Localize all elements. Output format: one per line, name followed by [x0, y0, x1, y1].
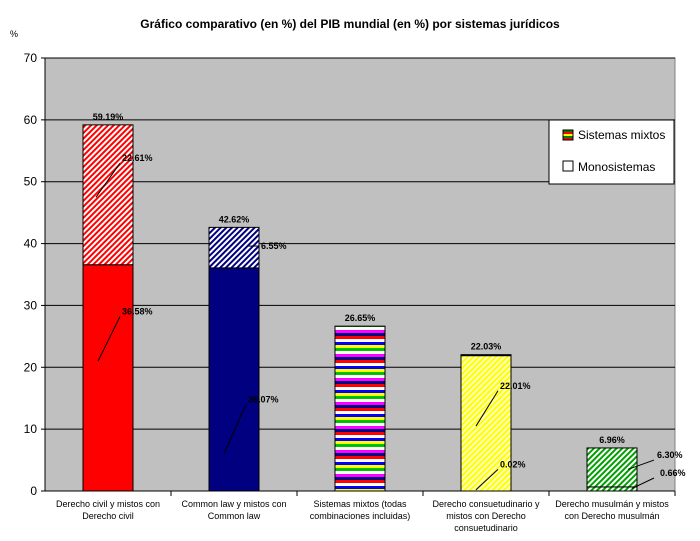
leader-mixed-3 [475, 468, 499, 491]
category-label-1-0: Common law y mistos con [181, 499, 286, 509]
leader-mixed-0 [95, 162, 121, 198]
ytick-label-3: 30 [24, 298, 38, 312]
bar-mono-3 [460, 354, 512, 492]
ytick-label-0: 0 [30, 484, 37, 498]
category-label-0-0: Derecho civil y mistos con [56, 499, 160, 509]
y-axis-mark: % [10, 29, 18, 39]
total-label-3: 22.03% [471, 342, 502, 352]
bar-mixed-3 [460, 354, 512, 357]
legend-label-mixed: Sistemas mixtos [578, 128, 665, 142]
legend-label-mono: Monosistemas [578, 160, 655, 174]
category-label-0-1: Derecho civil [82, 511, 134, 521]
category-label-3-1: mistos con Derecho [446, 511, 526, 521]
leader-mixed-4 [627, 459, 655, 470]
data-label-mixed-3: 0.02% [500, 459, 526, 469]
category-label-3-0: Derecho consuetudinario y [432, 499, 540, 509]
bar-mono-1 [208, 267, 260, 492]
chart-title: Gráfico comparativo (en %) del PIB mundi… [140, 17, 560, 31]
leader-mono-3 [475, 390, 499, 427]
leader-mono-4 [631, 477, 655, 489]
total-label-1: 42.62% [219, 214, 250, 224]
category-label-4-1: con Derecho musulmán [564, 511, 659, 521]
ytick-label-1: 10 [24, 422, 38, 436]
data-label-mixed-1: 6.55% [261, 241, 287, 251]
bar-mono-0 [82, 264, 134, 492]
category-label-2-1: combinaciones incluidas) [310, 511, 411, 521]
leader-mono-1 [223, 404, 247, 455]
bar-mixed-0 [82, 124, 134, 266]
total-label-0: 59.19% [93, 112, 124, 122]
data-label-mono-3: 22.01% [500, 381, 531, 391]
ytick-label-2: 20 [24, 360, 38, 374]
data-label-mono-0: 36.58% [122, 307, 153, 317]
leader-mono-0 [97, 316, 121, 362]
total-label-2: 26.65% [345, 313, 376, 323]
legend-swatch-mixed [562, 129, 574, 141]
total-label-4: 6.96% [599, 435, 625, 445]
category-label-1-1: Common law [208, 511, 261, 521]
bar-mixed-2 [334, 325, 386, 492]
ytick-label-4: 40 [24, 237, 38, 251]
legend-swatch-mono [562, 160, 574, 172]
data-label-mono-1: 36.07% [248, 394, 279, 404]
ytick-label-5: 50 [24, 175, 38, 189]
category-label-2-0: Sistemas mixtos (todas [313, 499, 407, 509]
data-label-mixed-0: 22.61% [122, 153, 153, 163]
bar-mono-4 [586, 486, 638, 492]
data-label-mono-4: 0.66% [660, 468, 686, 478]
ytick-label-7: 70 [24, 51, 38, 65]
data-label-mixed-4: 6.30% [657, 450, 683, 460]
bar-mixed-4 [586, 447, 638, 488]
category-label-3-2: consuetudinario [454, 523, 518, 533]
category-label-4-0: Derecho musulmán y mistos [555, 499, 669, 509]
ytick-label-6: 60 [24, 113, 38, 127]
bar-mixed-1 [208, 226, 260, 269]
